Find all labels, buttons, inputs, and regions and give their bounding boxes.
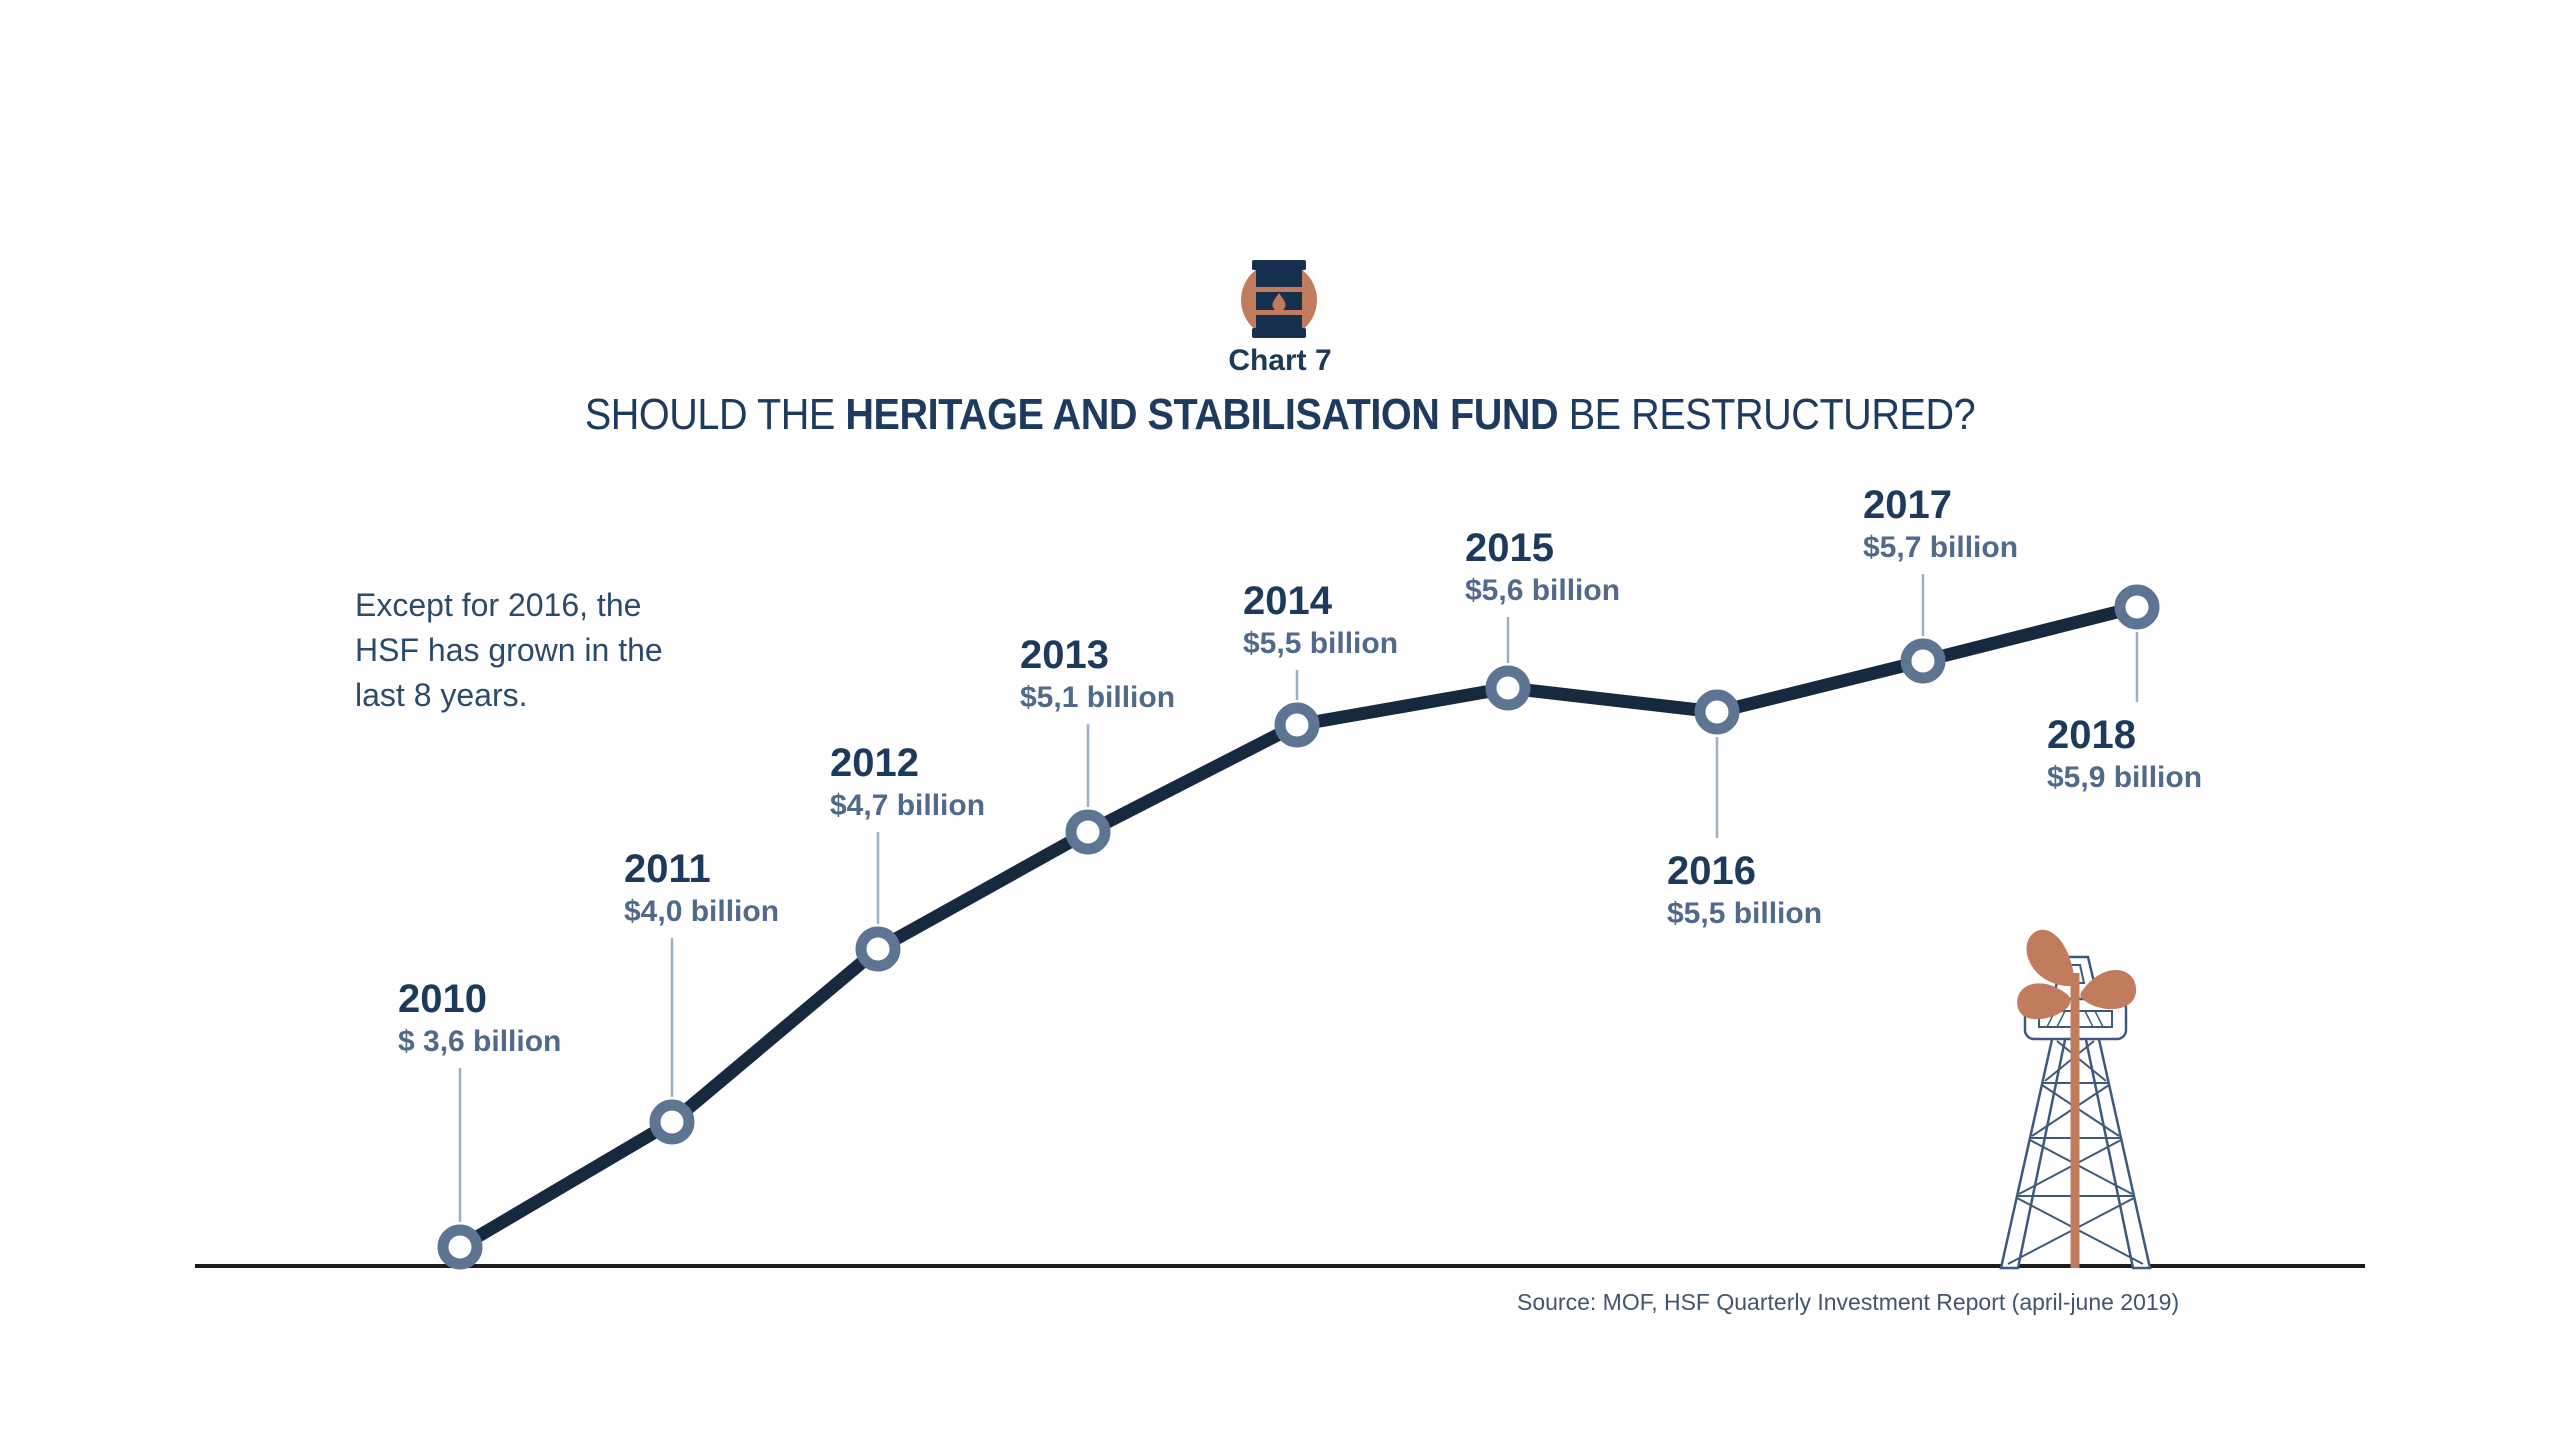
annotation-line: last 8 years.: [355, 677, 528, 713]
title-suffix: BE RESTRUCTURED?: [1558, 390, 1976, 439]
annotation-text: Except for 2016, the HSF has grown in th…: [355, 583, 663, 718]
data-point-marker: [2114, 584, 2160, 630]
data-point-marker: [1065, 809, 1111, 855]
data-point-marker: [1274, 702, 1320, 748]
oil-barrel-icon: [1241, 260, 1317, 338]
data-point-marker: [1485, 665, 1531, 711]
data-point-marker: [649, 1099, 695, 1145]
data-point-marker: [437, 1224, 483, 1270]
data-point-marker: [1694, 689, 1740, 735]
chart-number-label: Chart 7: [1228, 344, 1332, 377]
annotation-line: Except for 2016, the: [355, 587, 642, 623]
data-point-marker: [855, 926, 901, 972]
annotation-line: HSF has grown in the: [355, 632, 663, 668]
oil-derrick-gusher-icon: [1999, 929, 2152, 1270]
source-note: Source: MOF, HSF Quarterly Investment Re…: [1517, 1289, 2180, 1315]
data-point-marker: [1900, 638, 1946, 684]
title-prefix: SHOULD THE: [584, 390, 846, 439]
page-title: SHOULD THE HERITAGE AND STABILISATION FU…: [128, 390, 2432, 440]
title-emphasis: HERITAGE AND STABILISATION FUND: [845, 390, 1559, 439]
